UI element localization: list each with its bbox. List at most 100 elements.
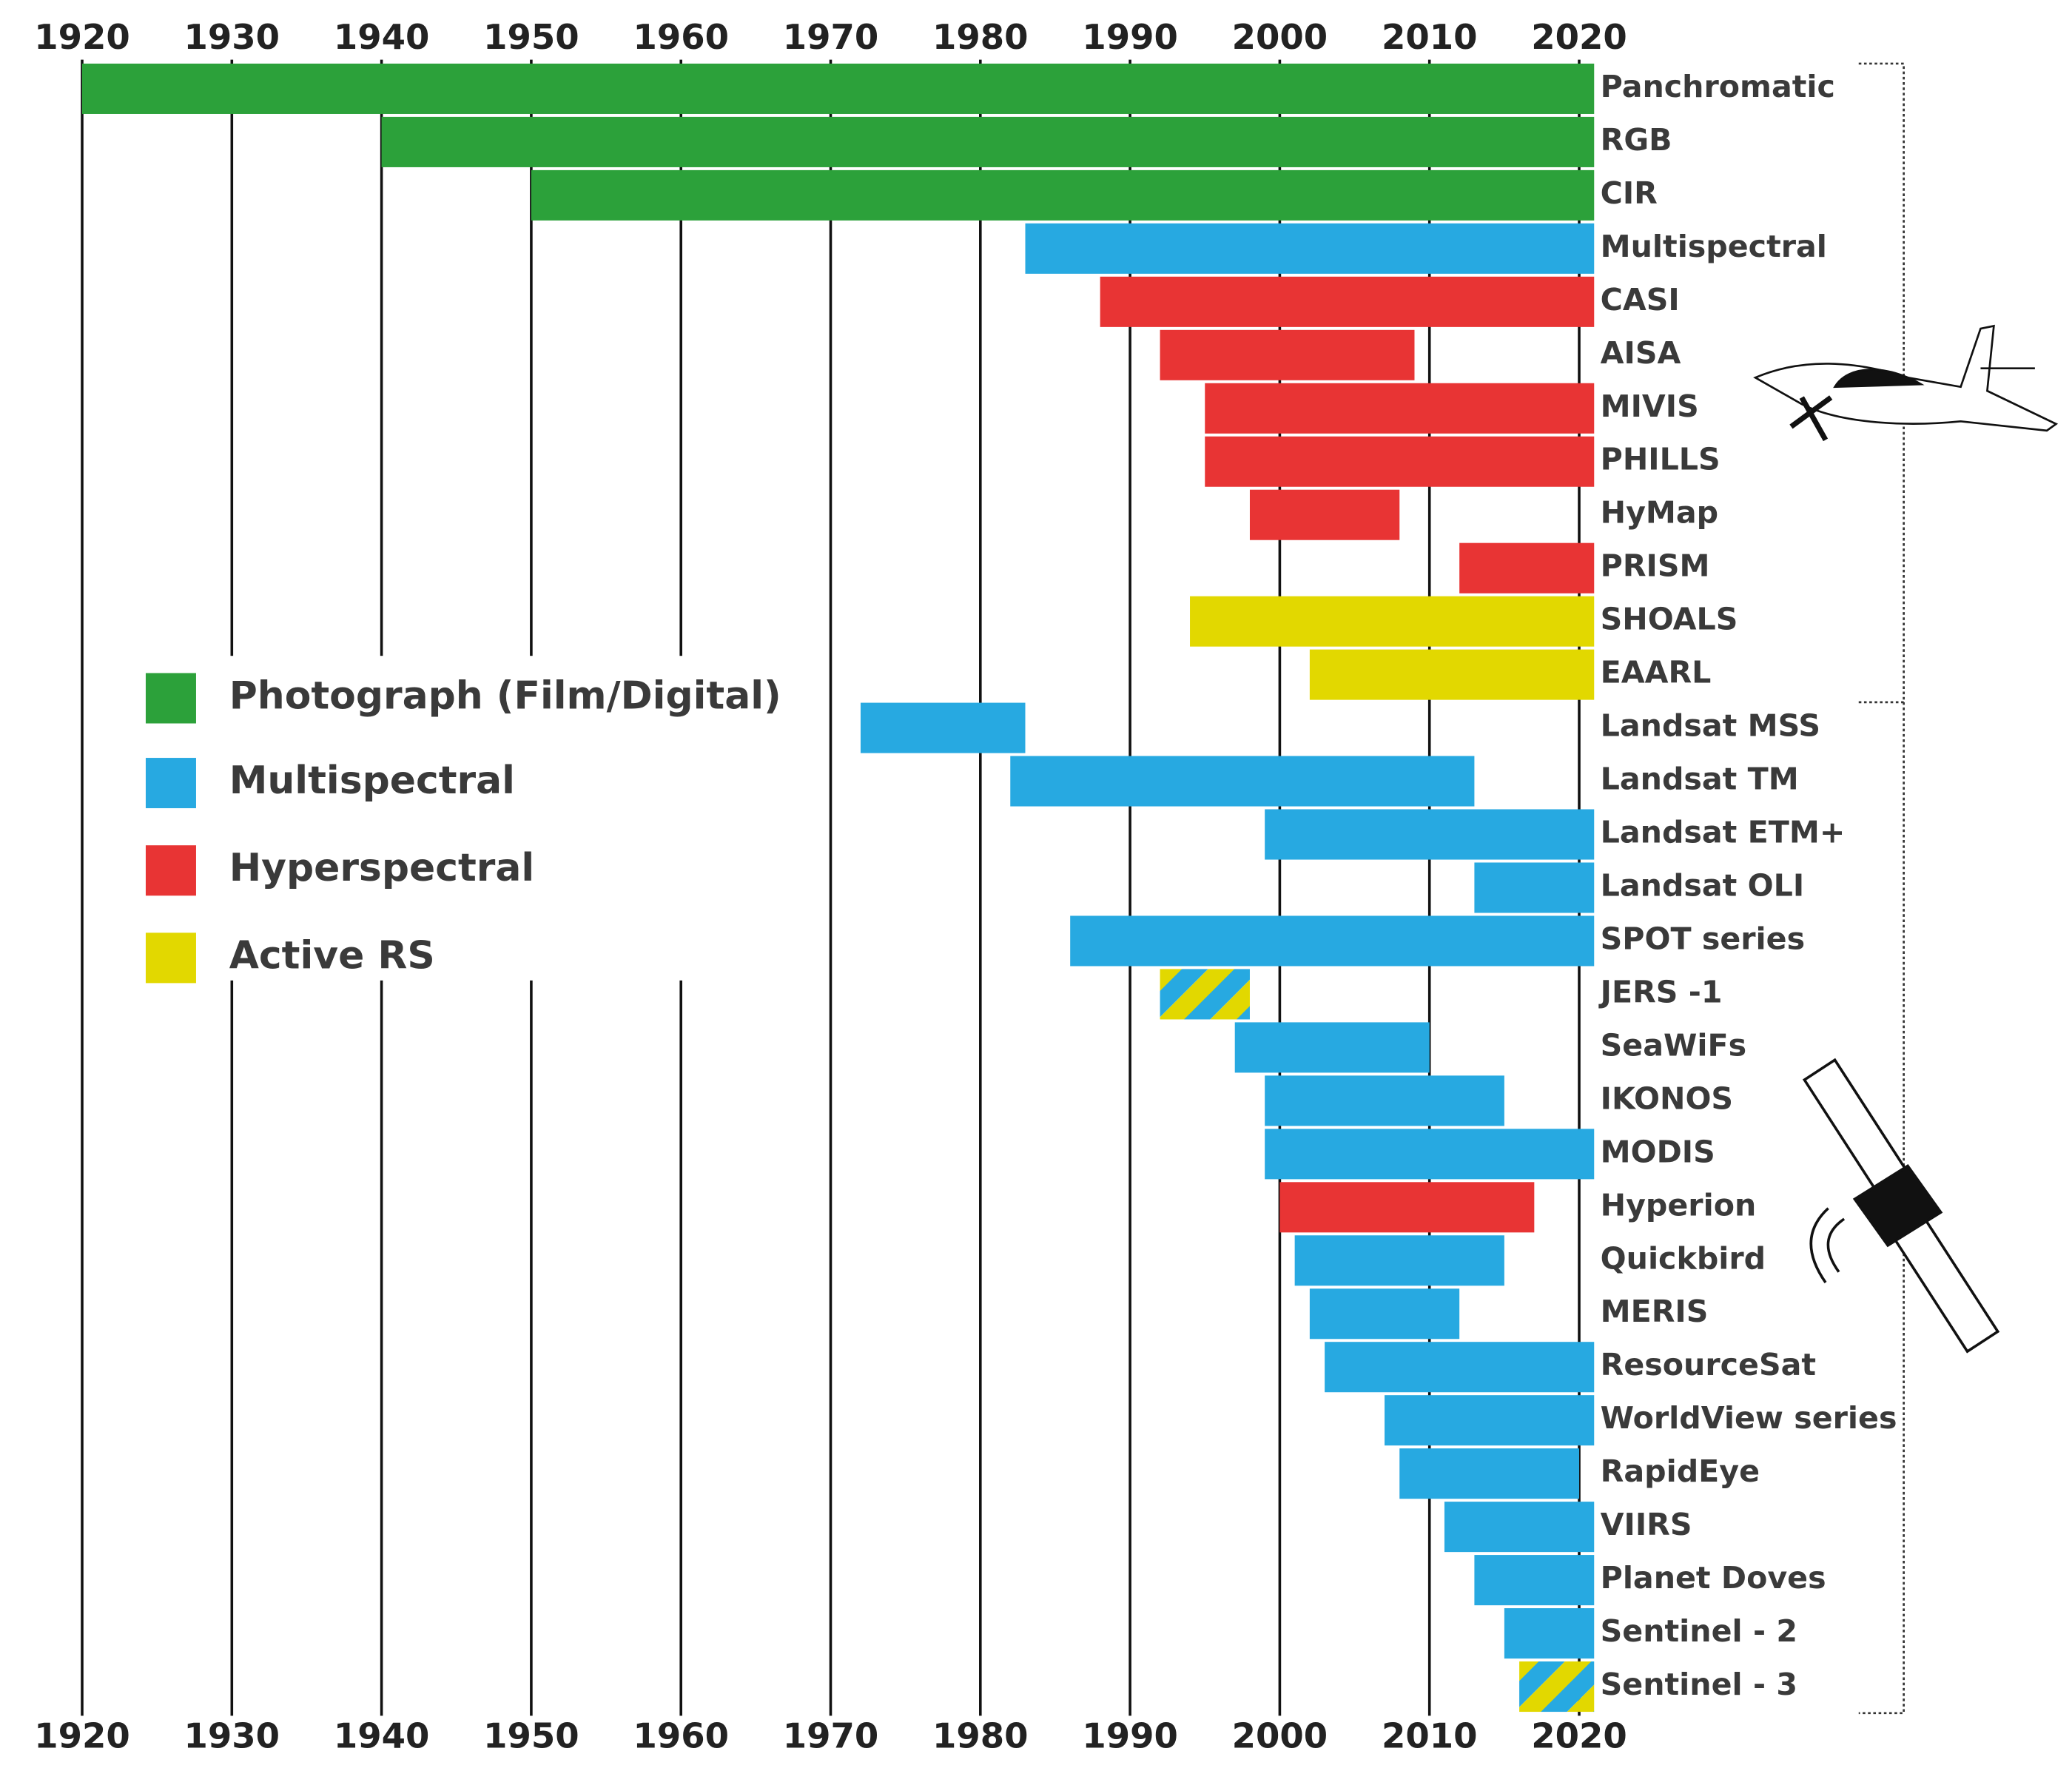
bar	[1265, 1075, 1504, 1126]
bar-label: SHOALS	[1601, 602, 1738, 637]
bar	[1294, 1235, 1504, 1286]
bar-label: SeaWiFs	[1601, 1027, 1746, 1063]
bar-label: PHILLS	[1601, 442, 1720, 477]
legend-swatch	[145, 845, 196, 896]
bar	[1190, 596, 1595, 647]
x-tick-label-top: 1950	[483, 17, 579, 57]
x-tick-label-top: 1970	[783, 17, 879, 57]
legend-label: Photograph (Film/Digital)	[229, 673, 781, 718]
x-tick-label-top: 1940	[334, 17, 430, 57]
airplane-icon	[1753, 324, 2059, 442]
bar-label: WorldView series	[1601, 1400, 1897, 1436]
x-tick-label-top: 1980	[932, 17, 1029, 57]
x-tick-label-top: 1960	[633, 17, 729, 57]
bar-label: IKONOS	[1601, 1080, 1733, 1116]
bar	[1279, 1182, 1535, 1233]
bar-label: SPOT series	[1601, 921, 1805, 956]
bar-label: AISA	[1601, 335, 1681, 371]
labels: 1920 1920 1930 1930 1940 1940 1950 1950 1960 1960…	[34, 17, 1897, 1755]
legend-swatch	[145, 673, 196, 724]
bar	[1265, 809, 1595, 860]
legend-label: Active RS	[229, 933, 435, 978]
bar-label: PRISM	[1601, 548, 1710, 584]
x-tick-label-bottom: 1970	[783, 1715, 879, 1755]
bar	[1205, 436, 1595, 487]
bar-label: MODIS	[1601, 1134, 1715, 1169]
x-tick-label-bottom: 1950	[483, 1715, 579, 1755]
x-tick-label-bottom: 2000	[1232, 1715, 1328, 1755]
bar	[1070, 915, 1595, 967]
x-tick-label-top: 2020	[1531, 17, 1627, 57]
x-tick-label-top: 1930	[184, 17, 280, 57]
legend-swatch	[145, 758, 196, 809]
bar	[1474, 862, 1595, 913]
bar	[381, 116, 1595, 167]
legend-label: Multispectral	[229, 759, 515, 803]
bar	[1459, 542, 1595, 594]
bar-label: ResourceSat	[1601, 1347, 1816, 1382]
bar	[1309, 1288, 1460, 1340]
x-tick-label-top: 2000	[1232, 17, 1328, 57]
bars	[81, 63, 1595, 1713]
bar-label: EAARL	[1601, 655, 1712, 690]
bar	[1160, 969, 1250, 1020]
x-tick-label-bottom: 2020	[1531, 1715, 1627, 1755]
legend-label: Hyperspectral	[229, 846, 534, 890]
satellite-icon	[1802, 1058, 2000, 1354]
bar-label: RGB	[1601, 122, 1672, 158]
x-tick-label-bottom: 2010	[1382, 1715, 1478, 1755]
bar-label: VIIRS	[1601, 1507, 1692, 1542]
x-tick-label-bottom: 1940	[334, 1715, 430, 1755]
bar-label: Multispectral	[1601, 229, 1827, 264]
bar	[1519, 1661, 1595, 1713]
bar	[1385, 1395, 1595, 1446]
x-tick-label-top: 2010	[1382, 17, 1478, 57]
x-tick-label-top: 1920	[34, 17, 130, 57]
bar-label: CIR	[1601, 175, 1658, 211]
bar	[1504, 1608, 1595, 1659]
bar-label: JERS -1	[1598, 974, 1723, 1009]
bar-label: Landsat MSS	[1601, 708, 1820, 744]
x-tick-label-bottom: 1990	[1082, 1715, 1178, 1755]
bar	[1309, 649, 1595, 700]
x-tick-label-top: 1990	[1082, 17, 1178, 57]
x-tick-label-bottom: 1930	[184, 1715, 280, 1755]
bar-label: CASI	[1601, 282, 1680, 317]
bar	[1010, 756, 1475, 807]
bar-label: Landsat TM	[1601, 762, 1799, 797]
bar	[1025, 223, 1595, 274]
bar-label: Landsat ETM+	[1601, 815, 1846, 850]
bar-label: MIVIS	[1601, 389, 1699, 424]
legend-swatch	[145, 932, 196, 984]
bar-label: MERIS	[1601, 1294, 1709, 1329]
bar	[81, 63, 1595, 114]
bar	[860, 702, 1026, 753]
bar-label: Landsat OLI	[1601, 867, 1805, 903]
bar	[1399, 1448, 1580, 1499]
bar	[1234, 1022, 1430, 1073]
bar	[531, 169, 1595, 221]
bar-label: Sentinel - 3	[1601, 1667, 1797, 1702]
legend: Photograph (Film/Digital) Multispectral Hy…	[145, 673, 781, 984]
x-tick-label-bottom: 1960	[633, 1715, 729, 1755]
bar	[1444, 1502, 1595, 1553]
legend-background	[132, 656, 736, 981]
bar-label: RapidEye	[1601, 1453, 1760, 1489]
bar	[1325, 1342, 1595, 1393]
bar	[1265, 1129, 1595, 1180]
bar	[1205, 383, 1595, 434]
bracket	[1858, 62, 1905, 1715]
bar	[1100, 276, 1595, 327]
bar	[1160, 329, 1415, 380]
bar-label: Sentinel - 2	[1601, 1613, 1797, 1649]
bar-label: Hyperion	[1601, 1187, 1757, 1223]
bar-label: Panchromatic	[1601, 69, 1835, 104]
bar	[1249, 489, 1400, 540]
x-tick-label-bottom: 1920	[34, 1715, 130, 1755]
bar	[1474, 1555, 1595, 1606]
bar-label: Quickbird	[1601, 1240, 1766, 1276]
bar-label: Planet Doves	[1601, 1560, 1826, 1596]
bar-label: HyMap	[1601, 495, 1718, 531]
